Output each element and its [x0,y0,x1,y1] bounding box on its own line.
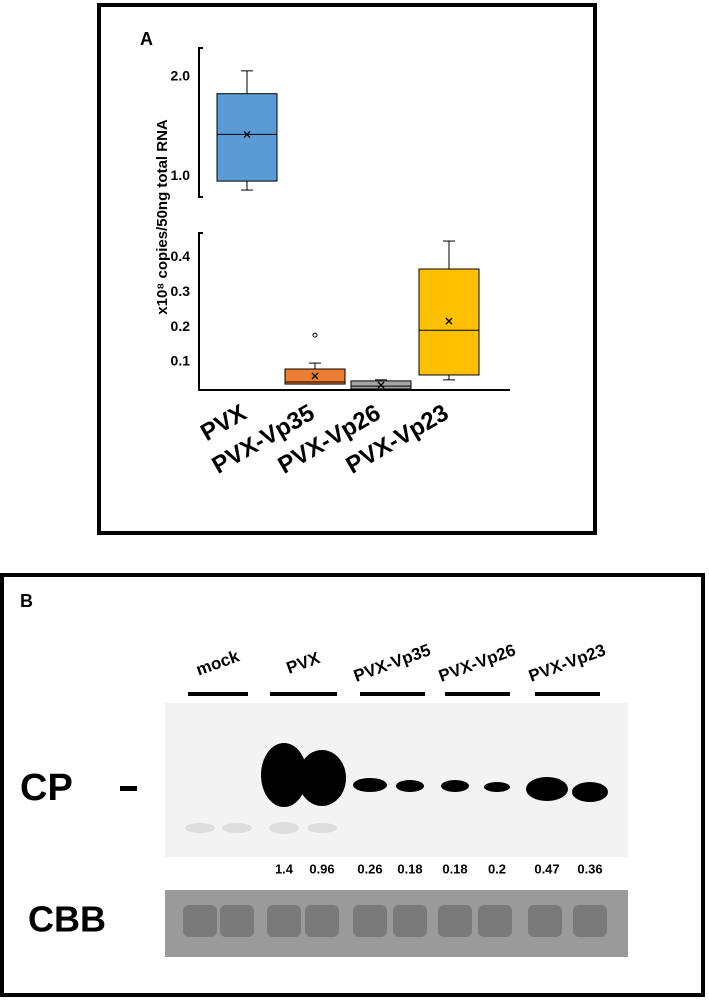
y-tick-label: 0.4 [171,248,191,264]
quantification: 0.47 [534,861,559,876]
lower-axis [198,232,510,391]
lane-group-label: PVX-Vp26 [436,640,518,685]
mean-marker [311,372,319,380]
stain-label: CBB [28,899,106,940]
panel-b-frame [0,573,705,997]
lane-group-label: PVX-Vp35 [351,640,433,685]
quantification: 0.18 [442,861,467,876]
quantification: 0.36 [577,861,602,876]
y-axis-label: x10⁸ copies/50ng total RNA [154,119,171,315]
bands [261,743,608,807]
band-label: CP [20,767,73,809]
band-marker [120,786,137,791]
box [216,93,278,182]
mean-marker [377,381,385,389]
mean-marker [445,317,453,325]
y-tick-label: 0.1 [171,353,191,369]
outlier [312,332,318,338]
y-tick-label: 0.2 [171,318,191,334]
quantification: 0.18 [397,861,422,876]
panel-label: A [140,29,153,49]
panel-label: B [20,591,33,611]
quantification: 0.26 [357,861,382,876]
quantification: 0.96 [309,861,334,876]
y-tick-label: 0.3 [171,283,191,299]
lane-group-label: PVX [284,648,323,678]
quantification: 1.4 [275,861,294,876]
box [418,268,480,376]
lane-group-label: mock [194,646,243,679]
faint-bands [185,822,337,834]
mean-marker [243,130,251,138]
y-tick-label: 1.0 [171,167,191,183]
y-tick-label: 2.0 [171,68,191,84]
upper-axis [198,47,203,198]
panel-a-frame [97,3,597,535]
quantification: 0.2 [488,861,506,876]
cbb-lanes [183,905,607,937]
lane-group-label: PVX-Vp23 [526,640,608,685]
